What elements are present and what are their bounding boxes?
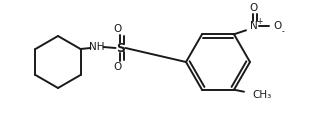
Text: CH₃: CH₃ [252, 90, 271, 100]
Text: O: O [113, 62, 122, 72]
Text: NH: NH [89, 42, 104, 52]
Text: S: S [116, 42, 125, 55]
Text: +: + [256, 17, 262, 26]
Text: N: N [250, 21, 258, 31]
Text: O: O [273, 21, 281, 31]
Text: O: O [250, 3, 258, 13]
Text: -: - [282, 27, 284, 36]
Text: O: O [113, 24, 122, 34]
